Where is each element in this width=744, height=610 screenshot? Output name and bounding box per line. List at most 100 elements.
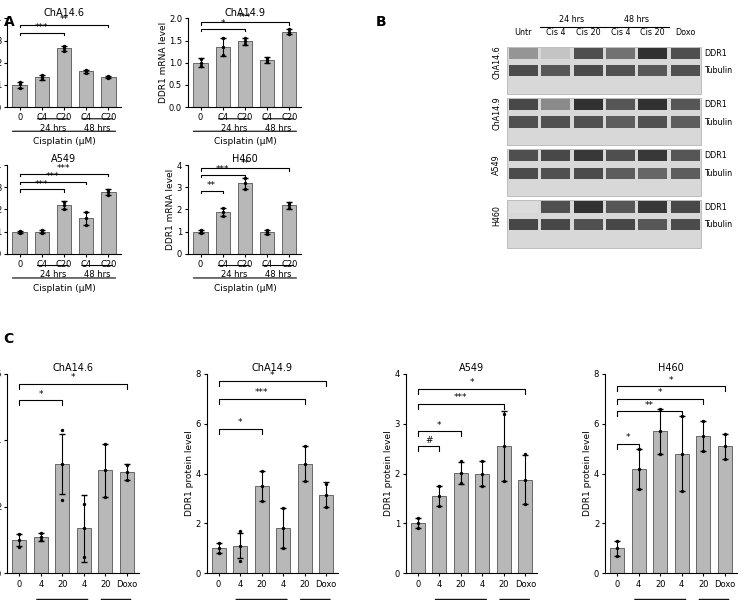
Bar [638, 99, 667, 110]
Text: Tubulin: Tubulin [705, 169, 732, 178]
Bar [632, 468, 646, 573]
Point [13, 226, 25, 235]
Point [455, 478, 467, 487]
Point [217, 50, 228, 60]
Point [35, 532, 47, 542]
Title: ChA14.6: ChA14.6 [43, 7, 85, 18]
Point [195, 58, 207, 68]
Text: 24 hrs: 24 hrs [39, 270, 66, 279]
Point [277, 544, 289, 553]
Bar [35, 232, 49, 254]
Text: Tubulin: Tubulin [705, 118, 732, 126]
Text: Tubulin: Tubulin [705, 220, 732, 229]
Y-axis label: DDR1 mRNA level: DDR1 mRNA level [167, 169, 176, 250]
Point [239, 34, 251, 43]
Title: A549: A549 [459, 363, 484, 373]
Bar [638, 48, 667, 59]
Point [13, 542, 25, 551]
Point [217, 211, 228, 221]
Text: **: ** [240, 159, 249, 168]
Point [57, 459, 68, 469]
Point [256, 496, 268, 506]
Point [99, 465, 111, 475]
Bar [254, 486, 269, 573]
Bar [574, 48, 603, 59]
Point [654, 426, 666, 436]
Bar [638, 219, 667, 230]
Bar [606, 168, 635, 179]
Bar [718, 446, 731, 573]
Bar [638, 201, 667, 213]
Text: Cisplatin (μM): Cisplatin (μM) [214, 137, 276, 146]
Text: 48 hrs: 48 hrs [265, 270, 292, 279]
Bar [507, 200, 702, 248]
Point [676, 486, 687, 496]
Bar [541, 117, 571, 127]
Text: Cisplatin (μM): Cisplatin (μM) [33, 137, 95, 146]
Point [283, 204, 295, 213]
Text: ***: *** [35, 180, 48, 189]
Text: **: ** [207, 181, 217, 190]
Bar [120, 472, 134, 573]
Bar [638, 150, 667, 162]
Bar [282, 32, 296, 107]
Point [239, 185, 251, 195]
Text: Untr: Untr [515, 28, 532, 37]
Point [80, 214, 92, 223]
Text: #: # [425, 436, 432, 445]
Bar [610, 548, 624, 573]
Text: *: * [669, 376, 673, 385]
Point [57, 425, 68, 435]
Point [103, 187, 115, 197]
Point [13, 83, 25, 93]
Point [519, 475, 531, 484]
Point [234, 556, 246, 566]
Point [80, 66, 92, 76]
Bar [670, 219, 699, 230]
Point [261, 56, 273, 65]
Point [283, 27, 295, 37]
Bar [509, 168, 538, 179]
Point [676, 411, 687, 421]
Text: 24 hrs: 24 hrs [559, 15, 585, 24]
Point [58, 46, 70, 56]
Point [78, 552, 90, 562]
Point [261, 229, 273, 239]
Bar [670, 48, 699, 59]
Bar [519, 479, 533, 573]
Point [455, 456, 467, 466]
Bar [276, 528, 290, 573]
Bar [101, 77, 115, 107]
Point [283, 198, 295, 208]
Point [80, 68, 92, 77]
Bar [13, 232, 27, 254]
Bar [606, 48, 635, 59]
Point [283, 29, 295, 39]
Point [78, 523, 90, 533]
Point [36, 227, 48, 237]
Bar [670, 201, 699, 213]
Point [217, 204, 228, 213]
Point [498, 409, 510, 418]
Point [298, 476, 310, 486]
Bar [98, 470, 112, 573]
Point [519, 500, 531, 509]
Bar [653, 431, 667, 573]
Bar [670, 168, 699, 179]
Point [256, 481, 268, 491]
Text: *: * [71, 373, 75, 382]
Bar [57, 48, 71, 107]
Point [519, 449, 531, 459]
Bar [574, 99, 603, 110]
Point [36, 226, 48, 235]
Text: Cisplatin (μM): Cisplatin (μM) [214, 284, 276, 293]
Bar [77, 528, 91, 573]
Bar [541, 65, 571, 76]
Text: 24 hrs: 24 hrs [221, 124, 247, 133]
Bar [541, 201, 571, 213]
Bar [574, 65, 603, 76]
Bar [509, 48, 538, 59]
Point [35, 529, 47, 539]
Point [412, 518, 424, 528]
Point [58, 201, 70, 210]
